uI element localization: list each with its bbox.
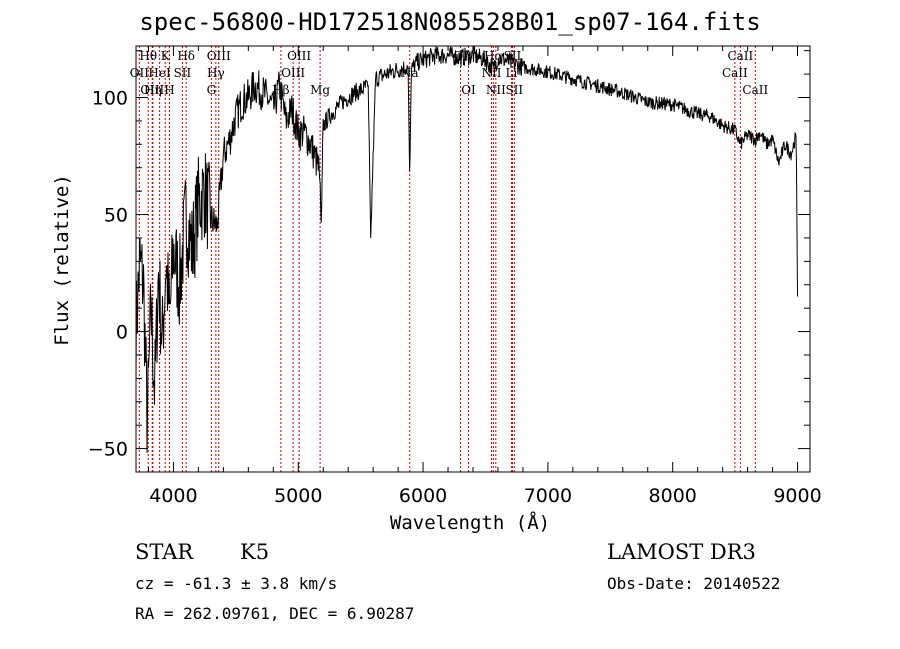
line-label: Hα — [484, 49, 503, 63]
line-label: CaII — [727, 49, 753, 63]
line-label: NII — [486, 83, 506, 97]
line-label: Hδ — [177, 49, 195, 63]
line-label: OIII — [281, 66, 305, 80]
y-tick-label: 100 — [92, 87, 128, 109]
line-label: OIII — [207, 49, 231, 63]
plot-frame — [135, 45, 811, 473]
y-tick-label: 50 — [104, 205, 128, 227]
line-label: H — [164, 83, 174, 97]
chart-title: spec-56800-HD172518N085528B01_sp07-164.f… — [139, 8, 761, 36]
line-label: Li — [506, 66, 518, 80]
redshift-velocity: cz = -61.3 ± 3.8 km/s — [135, 574, 338, 593]
x-axis-label: Wavelength (Å) — [390, 511, 550, 534]
x-tick-label: 7000 — [524, 485, 572, 507]
line-label: OIII — [140, 83, 164, 97]
line-label: G — [207, 83, 217, 97]
axes-layer: 4000 5000 6000 7000 8000 9000 −50 0 50 100 — [88, 46, 822, 507]
x-tick-label: 4000 — [149, 485, 197, 507]
line-label: Hθ — [139, 49, 157, 63]
y-axis-label: Flux (relative) — [51, 174, 73, 346]
line-label: K — [161, 49, 171, 63]
x-tick-label: 5000 — [274, 485, 322, 507]
line-labels-layer: OII Hθ OIII HeI Hη K H Hδ SII OIII Hγ G OIII OIII Hβ Mg… — [130, 49, 769, 97]
object-type: STAR — [135, 540, 194, 564]
observation-date: Obs-Date: 20140522 — [607, 574, 781, 593]
line-label: OI — [453, 49, 468, 63]
line-label: SII — [174, 66, 192, 80]
x-tick-label: 8000 — [649, 485, 697, 507]
line-label: HeI — [148, 66, 171, 80]
line-label: Mg — [310, 83, 330, 97]
line-label: CaII — [742, 83, 768, 97]
emission-lines-layer — [138, 46, 756, 472]
line-label: CaII — [722, 66, 748, 80]
y-tick-label: −50 — [88, 439, 128, 461]
line-label: OI — [461, 83, 476, 97]
y-tick-label: 0 — [116, 322, 128, 344]
line-label: SII — [504, 49, 522, 63]
line-label: Hη — [144, 83, 162, 97]
x-tick-label: 9000 — [773, 485, 821, 507]
line-label: SII — [505, 83, 523, 97]
line-label: OII — [130, 66, 150, 80]
x-tick-label: 6000 — [399, 485, 447, 507]
line-label: OIII — [287, 49, 311, 63]
line-label: Hβ — [272, 83, 289, 97]
line-label: Hγ — [207, 66, 225, 80]
line-label: Na — [401, 66, 419, 80]
line-label: NII — [481, 66, 501, 80]
survey-name: LAMOST DR3 — [607, 540, 756, 564]
spectral-subclass: K5 — [240, 540, 270, 564]
coordinates: RA = 262.09761, DEC = 6.90287 — [135, 604, 415, 623]
spectrum-line — [135, 45, 798, 453]
